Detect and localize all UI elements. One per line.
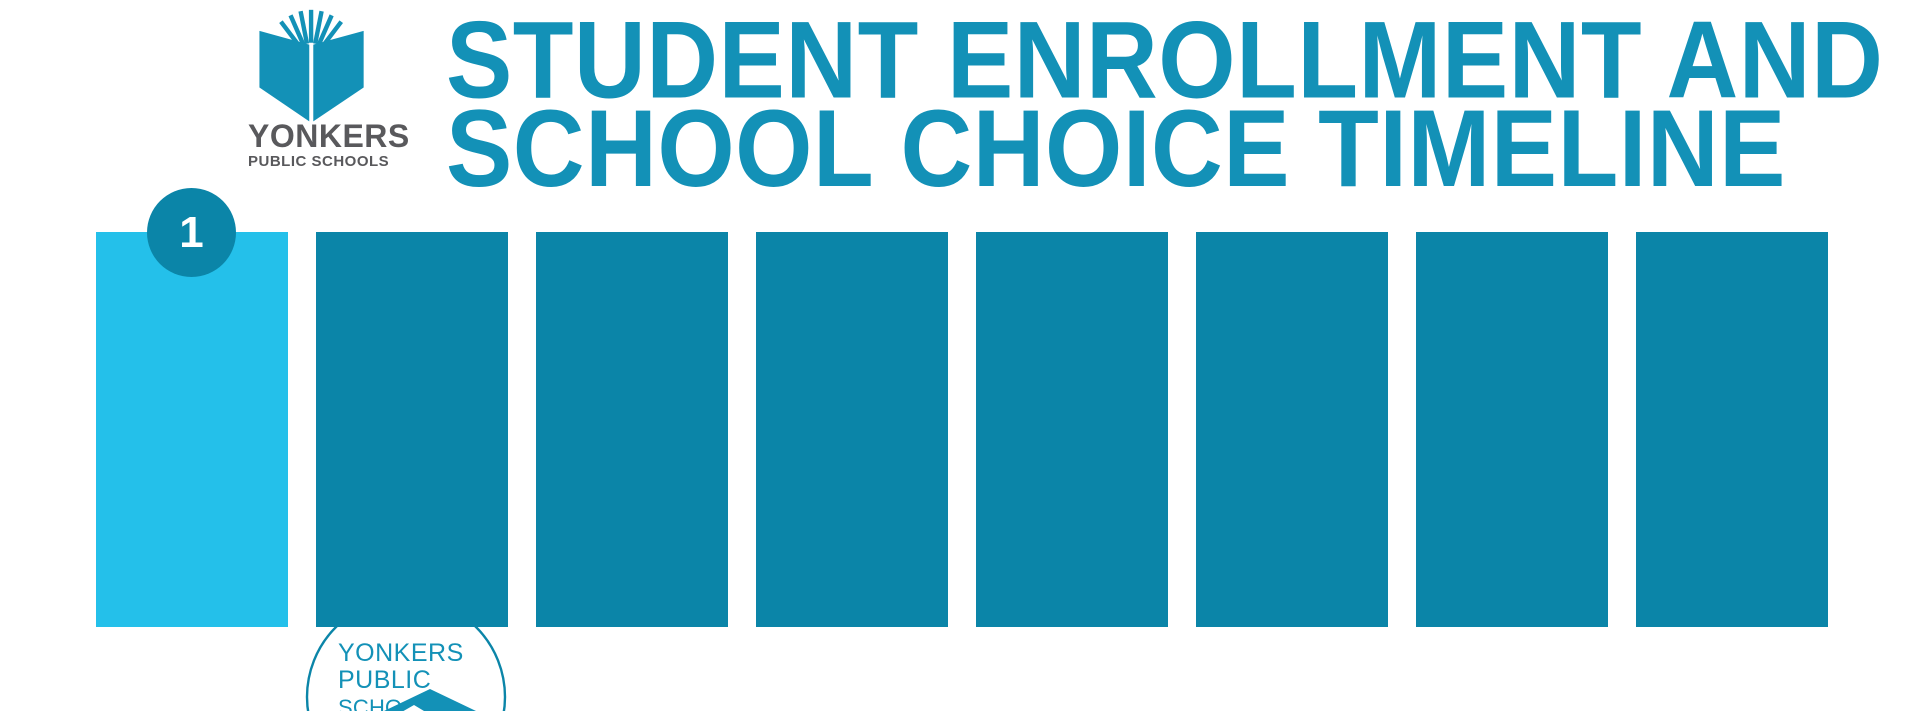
svg-text:YONKERS: YONKERS xyxy=(338,639,464,667)
svg-text:PUBLIC: PUBLIC xyxy=(338,666,431,694)
